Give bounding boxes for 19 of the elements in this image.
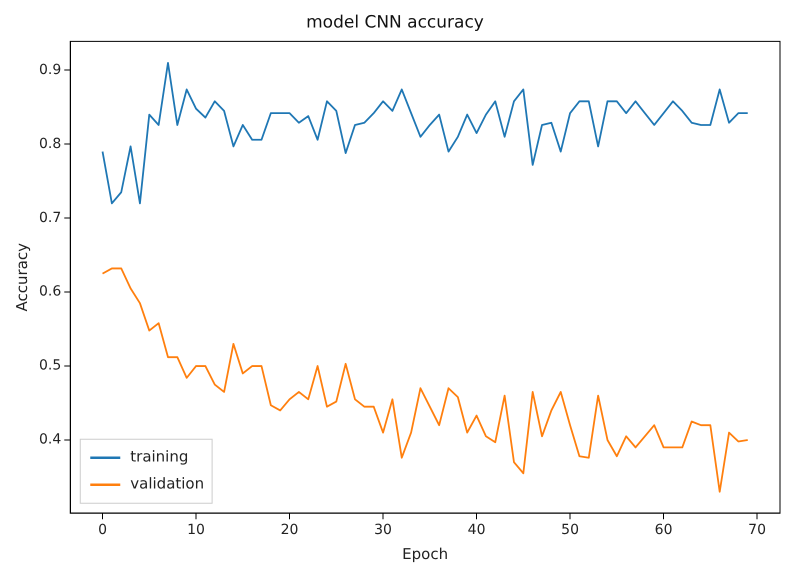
- y-tick-label: 0.8: [39, 136, 62, 152]
- x-tick-label: 30: [374, 522, 392, 538]
- y-tick-label: 0.4: [39, 432, 62, 448]
- legend-label: training: [130, 448, 188, 466]
- y-tick-label: 0.7: [39, 210, 62, 226]
- x-tick-label: 10: [187, 522, 205, 538]
- y-tick-label: 0.6: [39, 284, 62, 300]
- x-tick-label: 60: [654, 522, 672, 538]
- chart-title: model CNN accuracy: [306, 12, 484, 33]
- y-tick-label: 0.5: [39, 358, 62, 374]
- x-tick-label: 0: [98, 522, 107, 538]
- y-axis-title: Accuracy: [12, 242, 31, 312]
- x-axis-title: Epoch: [402, 544, 448, 563]
- y-tick-label: 0.9: [39, 62, 62, 78]
- x-tick-label: 40: [468, 522, 486, 538]
- legend-label: validation: [130, 474, 204, 493]
- x-tick-label: 50: [561, 522, 579, 538]
- x-tick-label: 20: [280, 522, 298, 538]
- x-tick-label: 70: [748, 522, 766, 538]
